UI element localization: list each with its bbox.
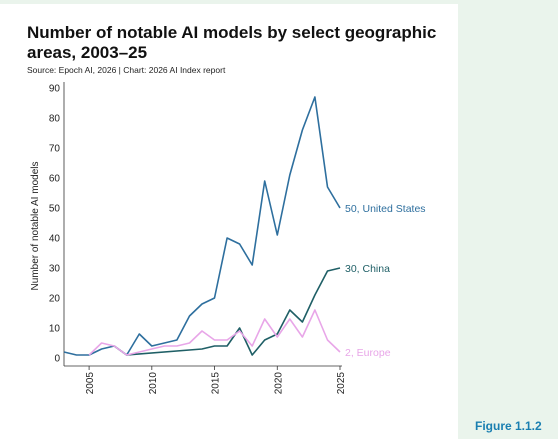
series-end-labels: 50, United States 30, China 2, Europe — [345, 203, 426, 359]
chart-axes — [63, 82, 342, 367]
y-tick-label: 90 — [49, 84, 61, 95]
x-tick-label: 2020 — [273, 372, 284, 395]
y-tick-label: 70 — [49, 144, 61, 155]
chart-card — [0, 4, 458, 439]
series-end-label: 2, Europe — [345, 347, 391, 359]
y-tick-label: 50 — [49, 204, 61, 215]
y-tick-label: 40 — [49, 234, 61, 245]
y-tick-label: 0 — [54, 354, 60, 365]
series-end-label: 30, China — [345, 263, 390, 275]
series-lines — [63, 96, 341, 356]
y-tick-label: 30 — [49, 264, 61, 275]
x-tick-labels: 2005 2010 2015 2020 2025 — [85, 366, 347, 394]
series-line-united-states — [63, 96, 341, 356]
x-tick-label: 2015 — [211, 372, 222, 395]
chart-source: Source: Epoch AI, 2026 | Chart: 2026 AI … — [27, 65, 226, 75]
x-tick-label: 2025 — [336, 372, 347, 395]
figure-label: Figure 1.1.2 — [475, 419, 542, 433]
series-line-europe — [88, 309, 341, 356]
series-line-china — [113, 267, 341, 356]
chart-title: Number of notable AI models by select ge… — [27, 23, 437, 62]
y-tick-label: 80 — [49, 114, 61, 125]
y-tick-label: 60 — [49, 174, 61, 185]
y-tick-labels: 0 10 20 30 40 50 60 70 80 90 — [49, 84, 61, 365]
y-axis-label: Number of notable AI models — [30, 162, 41, 291]
y-tick-label: 10 — [49, 324, 61, 335]
x-tick-label: 2010 — [148, 372, 159, 395]
series-end-label: 50, United States — [345, 203, 426, 215]
y-tick-label: 20 — [49, 294, 61, 305]
x-tick-label: 2005 — [85, 372, 96, 395]
